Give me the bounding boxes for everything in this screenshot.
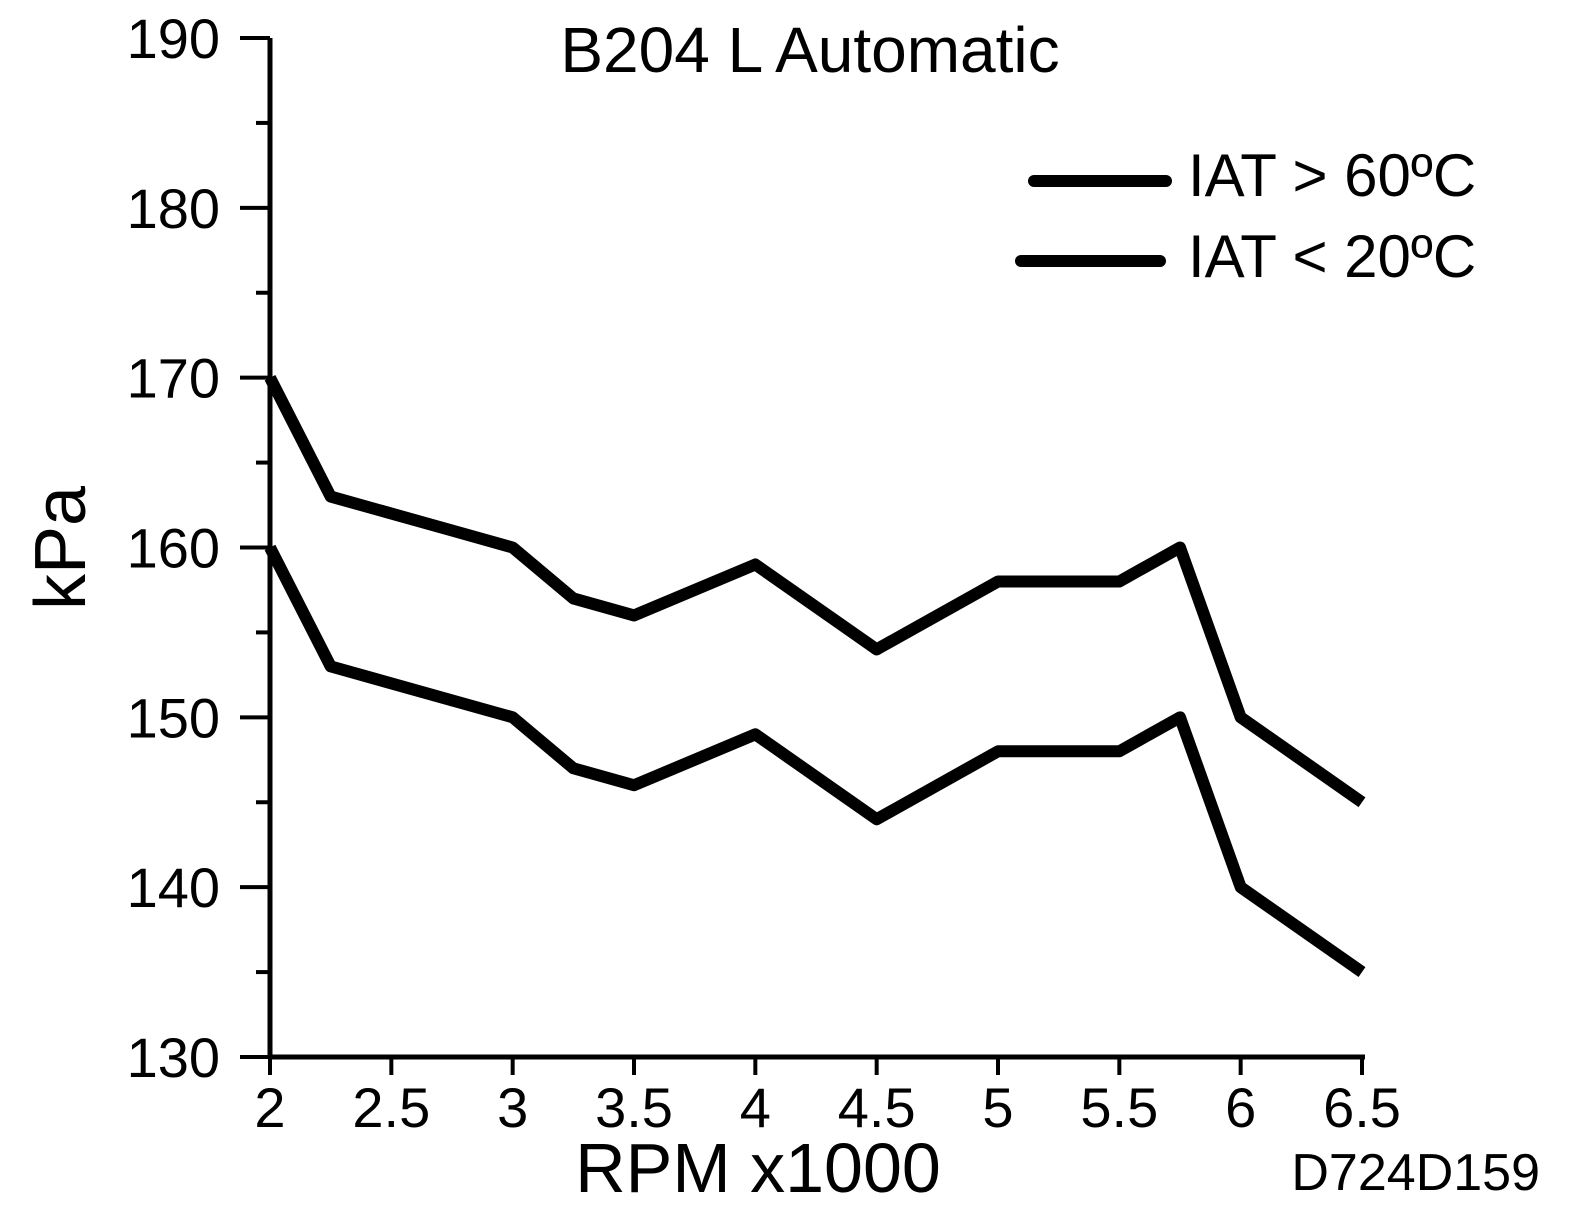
x-tick-label: 3.5: [595, 1076, 673, 1139]
axes: 130 140 150 160 170 180 190 2 2.5 3 3.5 4 4.5 5 5.5 6 6.…: [127, 7, 1401, 1139]
y-tick-label: 150: [127, 686, 220, 749]
series-line-1: [264, 374, 1366, 808]
legend-label: IAT < 20ºC: [1188, 223, 1476, 290]
x-tick-label: 3: [497, 1076, 528, 1139]
series-lines: [264, 374, 1366, 977]
legend: IAT > 60ºC IAT < 20ºC: [1015, 142, 1476, 290]
y-tick-label: 140: [127, 856, 220, 919]
x-tick-label: 2.5: [352, 1076, 430, 1139]
x-tick-label: 4.5: [838, 1076, 916, 1139]
x-axis-label: RPM x1000: [575, 1129, 941, 1207]
x-tick-label: 5.5: [1080, 1076, 1158, 1139]
y-tick-label: 170: [127, 347, 220, 410]
x-tick-label: 4: [740, 1076, 771, 1139]
x-tick-label: 5: [982, 1076, 1013, 1139]
x-tick-label: 2: [254, 1076, 285, 1139]
chart-title: B204 L Automatic: [560, 14, 1059, 86]
y-tick-label: 180: [127, 177, 220, 240]
series-line-2: [264, 544, 1366, 977]
y-axis-label: kPa: [21, 485, 101, 610]
figure-id: D724D159: [1291, 1144, 1540, 1202]
x-tick-label: 6.5: [1323, 1076, 1401, 1139]
y-tick-label: 130: [127, 1026, 220, 1089]
y-tick-label: 190: [127, 7, 220, 70]
x-tick-label: 6: [1225, 1076, 1256, 1139]
legend-label: IAT > 60ºC: [1188, 142, 1476, 209]
y-tick-label: 160: [127, 517, 220, 580]
